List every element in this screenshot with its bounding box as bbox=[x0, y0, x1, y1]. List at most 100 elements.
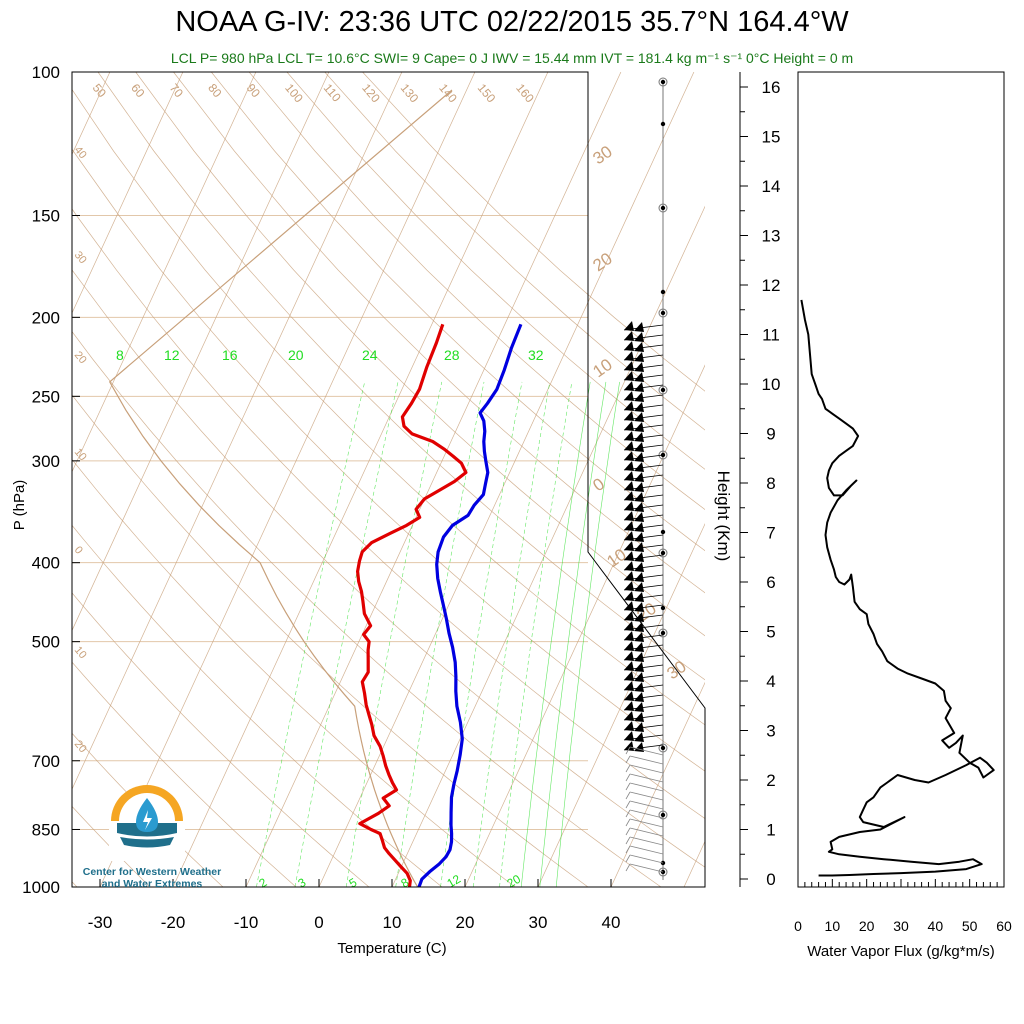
dry-adiabat-line bbox=[286, 72, 705, 470]
wind-pennant bbox=[634, 442, 644, 452]
logo-caption-line2: and Water Extremes bbox=[101, 878, 203, 890]
wind-pennant bbox=[624, 731, 634, 741]
dry-adiabat-line bbox=[173, 72, 705, 594]
wind-pennant bbox=[634, 332, 644, 342]
height-tick-label: 6 bbox=[766, 573, 775, 592]
dewpoint-profile bbox=[417, 323, 523, 888]
cw3e-logo bbox=[109, 785, 185, 861]
wind-pennant bbox=[634, 722, 644, 732]
wind-pennant bbox=[634, 432, 644, 442]
isotherm-label-left: 0 bbox=[72, 544, 85, 556]
wind-pennant bbox=[634, 372, 644, 382]
wind-pennant bbox=[634, 582, 644, 592]
height-tick-label: 2 bbox=[766, 771, 775, 790]
wind-pennant bbox=[634, 662, 644, 672]
wind-pennant bbox=[634, 512, 644, 522]
wind-pennant bbox=[634, 562, 644, 572]
wind-level-circle bbox=[658, 385, 668, 395]
wind-barb-light bbox=[629, 782, 664, 792]
isotherm-line bbox=[172, 72, 549, 887]
wind-pennant bbox=[634, 622, 644, 632]
wind-pennant bbox=[624, 741, 634, 751]
wind-pennant bbox=[624, 621, 634, 631]
wind-barb-light bbox=[625, 791, 631, 800]
wind-pennant bbox=[624, 521, 634, 531]
isotherm-line bbox=[72, 72, 257, 473]
x-tick-label: -10 bbox=[234, 913, 259, 932]
wind-pennant bbox=[634, 502, 644, 512]
flux-line bbox=[800, 299, 995, 877]
wind-level-dot bbox=[660, 605, 666, 611]
wind-pennant bbox=[634, 732, 644, 742]
isotherm-label-left: 30 bbox=[72, 249, 89, 266]
mixing-ratio-label: 24 bbox=[362, 347, 378, 363]
height-axis-title: Height (Km) bbox=[714, 471, 733, 562]
mixing-ratio-line bbox=[539, 381, 607, 887]
wind-pennant bbox=[624, 461, 634, 471]
wind-pennant bbox=[634, 602, 644, 612]
dry-adiabat-line bbox=[211, 72, 705, 552]
wind-pennant bbox=[624, 491, 634, 501]
y-tick-label: 250 bbox=[32, 387, 60, 406]
mixing-ratio-label-bottom: 12 bbox=[445, 872, 464, 891]
wind-pennant bbox=[624, 451, 634, 461]
flux-x-tick-label: 20 bbox=[859, 918, 875, 934]
wind-level-dot bbox=[660, 529, 666, 535]
isotherm-line bbox=[72, 72, 330, 632]
flux-x-tick-label: 60 bbox=[996, 918, 1012, 934]
isotherm-label-left: 20 bbox=[72, 349, 89, 366]
x-tick-label: 40 bbox=[602, 913, 621, 932]
y-tick-label: 100 bbox=[32, 63, 60, 82]
wind-pennant bbox=[624, 351, 634, 361]
wind-barb-light bbox=[629, 746, 664, 756]
wind-pennant bbox=[634, 612, 644, 622]
height-tick-label: 4 bbox=[766, 672, 775, 691]
y-tick-label: 400 bbox=[32, 554, 60, 573]
wind-pennant bbox=[624, 571, 634, 581]
dry-adiabat-line bbox=[72, 458, 516, 887]
height-tick-label: 8 bbox=[766, 474, 775, 493]
mixing-ratio-line bbox=[440, 381, 523, 887]
wind-pennant bbox=[624, 471, 634, 481]
wind-pennant bbox=[634, 382, 644, 392]
wind-pennant bbox=[624, 501, 634, 511]
wind-level-circle bbox=[658, 77, 668, 87]
isotherm-line bbox=[610, 681, 705, 887]
x-tick-label: 20 bbox=[456, 913, 475, 932]
wind-pennant bbox=[634, 322, 644, 332]
dry-adiabat-label: 80 bbox=[205, 81, 225, 100]
wind-pennant bbox=[624, 391, 634, 401]
wind-pennant bbox=[624, 691, 634, 701]
wind-pennant bbox=[634, 652, 644, 662]
wind-pennant bbox=[634, 742, 644, 752]
y-tick-label: 850 bbox=[32, 820, 60, 839]
wind-barb-light bbox=[625, 773, 631, 782]
wind-pennant bbox=[634, 452, 644, 462]
wind-pennant bbox=[624, 421, 634, 431]
isotherm-label-left: 10 bbox=[72, 644, 89, 661]
wind-pennant bbox=[624, 361, 634, 371]
wind-barb-light bbox=[625, 863, 631, 872]
height-tick-label: 14 bbox=[762, 177, 781, 196]
flux-x-axis-title: Water Vapor Flux (g/kg*m/s) bbox=[807, 943, 995, 960]
height-tick-label: 12 bbox=[762, 276, 781, 295]
height-tick-label: 1 bbox=[766, 821, 775, 840]
dry-adiabat-line bbox=[72, 148, 705, 772]
flux-x-tick-label: 50 bbox=[962, 918, 978, 934]
isotherm-line bbox=[245, 72, 622, 887]
wind-pennant bbox=[634, 542, 644, 552]
isotherm-label: 30 bbox=[589, 142, 615, 168]
wind-level-dot bbox=[660, 550, 666, 556]
wind-barb-light bbox=[629, 800, 664, 810]
wind-pennant bbox=[634, 342, 644, 352]
mixing-ratio-label: 20 bbox=[288, 347, 304, 363]
wind-pennant bbox=[624, 671, 634, 681]
mixing-ratio-label: 16 bbox=[222, 347, 238, 363]
wind-barb-light bbox=[625, 836, 631, 845]
wind-pennant bbox=[624, 481, 634, 491]
x-tick-label: 0 bbox=[314, 913, 323, 932]
x-tick-label: 30 bbox=[529, 913, 548, 932]
wind-pennant bbox=[634, 642, 644, 652]
